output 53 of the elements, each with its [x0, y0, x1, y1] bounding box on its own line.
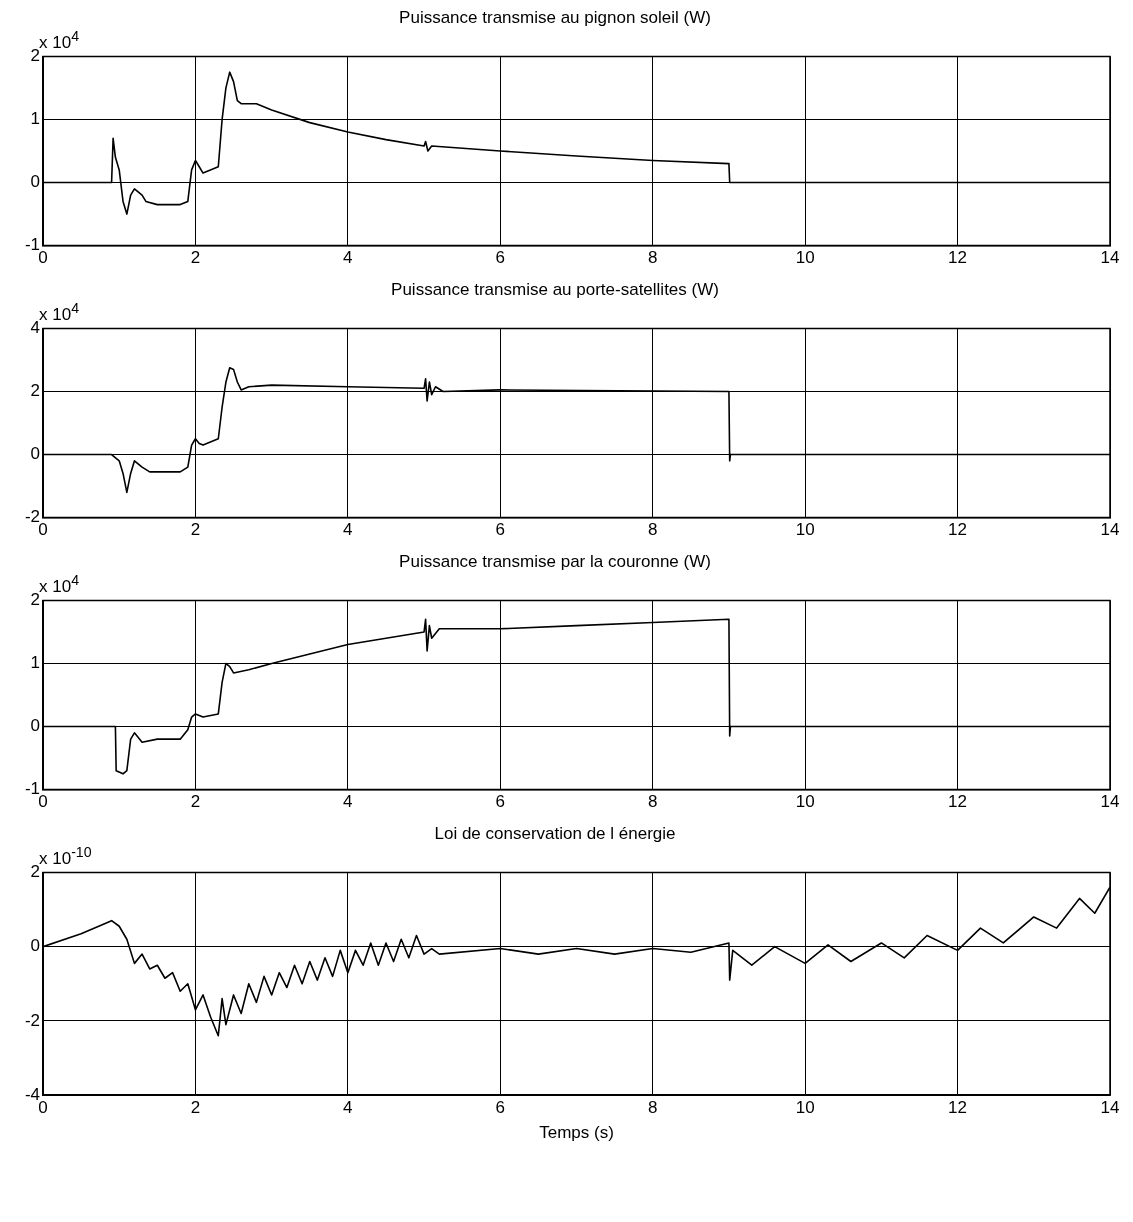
x-tick-label: 4 [343, 520, 353, 540]
x-tick-label: 14 [1100, 520, 1120, 540]
y-tick-label: 4 [30, 318, 40, 338]
y-tick-label: -1 [24, 779, 40, 799]
y-tick-label: 1 [30, 653, 40, 673]
y-tick-label: 0 [30, 444, 40, 464]
x-tick-label: 2 [190, 520, 201, 540]
y-tick-label: 2 [30, 862, 40, 882]
x-tick-label: 4 [343, 792, 353, 812]
x-tick-label: 2 [190, 792, 201, 812]
x-tick-label: 10 [795, 792, 815, 812]
y-tick-label: -1 [24, 235, 40, 255]
y-tick-label: 0 [30, 936, 40, 956]
y-tick-label: 1 [30, 109, 40, 129]
x-tick-label: 14 [1100, 792, 1120, 812]
y-tick-label: -2 [24, 507, 40, 527]
x-tick-label: 6 [495, 792, 506, 812]
x-tick-label: 14 [1100, 248, 1120, 268]
chart-title: Puissance transmise au pignon soleil (W) [399, 7, 711, 27]
x-tick-label: 10 [795, 248, 815, 268]
text: x 10$^{4}$ [39, 300, 80, 325]
x-tick-label: 12 [948, 1098, 968, 1118]
x-tick-label: 10 [795, 1098, 815, 1118]
x-tick-label: 6 [495, 1098, 506, 1118]
chart-title: Loi de conservation de l énergie [434, 823, 676, 843]
y-tick-label: 2 [30, 381, 40, 401]
y-tick-label: 0 [30, 172, 40, 192]
x-tick-label: 8 [647, 1098, 658, 1118]
y-tick-label: 2 [30, 46, 40, 66]
x-tick-label: 2 [190, 1098, 201, 1118]
x-tick-label: 12 [948, 792, 968, 812]
chart-title: Puissance transmise au porte-satellites (W) [391, 279, 719, 299]
x-tick-label: 14 [1100, 1098, 1120, 1118]
y-tick-label: -2 [24, 1010, 40, 1030]
text: x 10$^{4}$ [39, 572, 80, 598]
x-tick-label: 4 [343, 1098, 353, 1118]
y-tick-label: 0 [30, 716, 40, 736]
text: x 10$^{-10}$ [39, 844, 92, 870]
x-tick-label: 6 [495, 248, 506, 268]
x-tick-label: 12 [948, 520, 968, 540]
x-tick-label: 8 [647, 248, 658, 268]
x-tick-label: 8 [647, 792, 658, 812]
y-tick-label: -4 [24, 1084, 40, 1104]
text: x 10$^{4}$ [39, 28, 80, 54]
x-tick-label: 10 [795, 520, 815, 540]
x-tick-label: 6 [495, 520, 506, 540]
y-tick-label: 2 [30, 590, 40, 610]
x-tick-label: 4 [343, 248, 353, 268]
chart-title: Puissance transmise par la couronne (W) [399, 551, 711, 571]
x-tick-label: 12 [948, 248, 968, 268]
x-tick-label: 2 [190, 248, 201, 268]
x-axis-title: Temps (s) [539, 1123, 614, 1143]
x-tick-label: 8 [647, 520, 658, 540]
